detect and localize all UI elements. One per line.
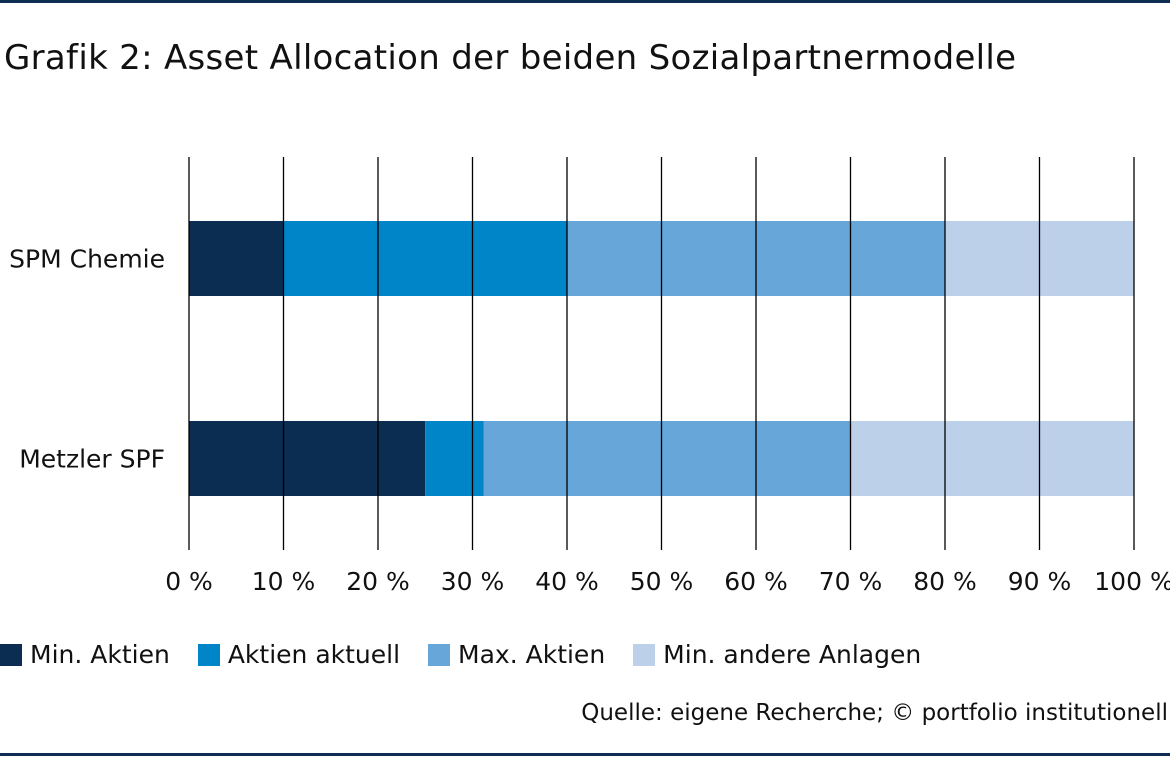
x-tick-label: 50 % [630, 567, 694, 596]
bar-segment [189, 421, 426, 496]
chart-title: Grafik 2: Asset Allocation der beiden So… [4, 38, 1017, 78]
legend-item: Min. andere Anlagen [633, 640, 921, 669]
legend-label: Aktien aktuell [227, 640, 401, 669]
x-tick-label: 100 % [1094, 567, 1170, 596]
bar-segment [850, 421, 1134, 496]
bar-segment [483, 421, 851, 496]
x-tick-label: 20 % [346, 567, 410, 596]
bar-segment [425, 421, 484, 496]
x-tick-label: 40 % [535, 567, 599, 596]
x-tick-label: 10 % [252, 567, 316, 596]
legend-label: Max. Aktien [458, 640, 606, 669]
x-tick-label: 30 % [441, 567, 505, 596]
legend-item: Max. Aktien [428, 640, 605, 669]
legend-swatch [633, 643, 656, 666]
x-tick-label: 60 % [724, 567, 788, 596]
legend-swatch [428, 643, 451, 666]
legend-item: Aktien aktuell [197, 640, 401, 669]
legend-swatch [0, 643, 22, 666]
stacked-bar-chart: SPM Chemie Metzler SPF 0 % 10 % 20 % 30 % 40 %… [9, 157, 1170, 596]
x-tick-label: 0 % [165, 567, 213, 596]
legend: Min. Aktien Aktien aktuell Max. Aktien Min.… [0, 640, 949, 669]
x-tick-label: 90 % [1008, 567, 1072, 596]
legend-swatch [197, 643, 220, 666]
legend-item: Min. Aktien [0, 640, 170, 669]
top-rule [0, 0, 1170, 3]
x-tick-label: 80 % [913, 567, 977, 596]
legend-label: Min. Aktien [30, 640, 170, 669]
source-note: Quelle: eigene Recherche; © portfolio in… [581, 700, 1168, 726]
x-tick-label: 70 % [819, 567, 883, 596]
bottom-rule [0, 753, 1170, 756]
bar-segment [189, 221, 284, 296]
bar-segment [283, 221, 567, 296]
category-label: SPM Chemie [9, 245, 165, 274]
category-label: Metzler SPF [19, 445, 165, 474]
legend-label: Min. andere Anlagen [663, 640, 922, 669]
